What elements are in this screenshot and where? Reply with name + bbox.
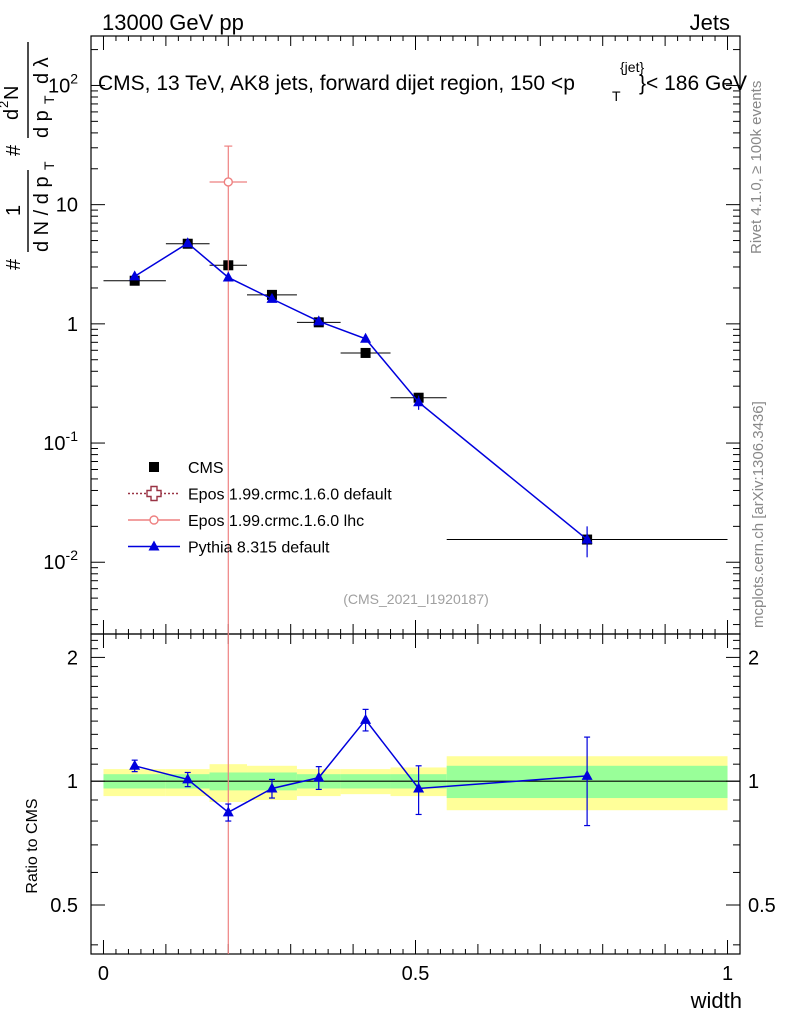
ylabel-den-1: d N / d p [31, 176, 53, 252]
y-tick-label: 10 [56, 195, 78, 217]
ylabel-den-2-sub: T [41, 95, 57, 104]
x-tick-label: 0.5 [402, 963, 430, 985]
ylabel-hash-2: # [3, 144, 25, 156]
y-axis-label-upper: # 1 d N / d p T # d 2 N d p T d λ [0, 42, 57, 270]
pythia-ratio-point [313, 771, 325, 782]
legend-entry-4: Pythia 8.315 default [128, 540, 330, 557]
legend-label: CMS [188, 460, 224, 477]
cms-data-point [129, 275, 140, 286]
rivet-label: Rivet 4.1.0, ≥ 100k events [748, 81, 765, 254]
ratio-y-tick-label-right: 2 [748, 647, 759, 669]
pythia-data-point [182, 237, 194, 248]
ylabel-num-1: 1 [3, 205, 25, 216]
pythia-ratio-line [134, 718, 588, 814]
legend-marker-square [149, 462, 159, 472]
y-tick-label: 102 [48, 70, 78, 97]
legend-marker-cross [146, 485, 162, 502]
y-tick-label: 10-2 [43, 547, 78, 574]
ratio-y-tick-label-right: 1 [748, 771, 759, 793]
pythia-data-point [413, 396, 425, 407]
ratio-y-tick-label: 2 [67, 647, 78, 669]
legend-label: Pythia 8.315 default [188, 540, 330, 557]
axis-tick-labels: 0 0.5 1 10-2 10-1 1 10 102 0.5 0.5 1 1 2 2 [43, 70, 776, 985]
legend-marker-triangle [148, 540, 160, 551]
pythia-data-point [129, 270, 141, 281]
pythia-ratio-point [360, 713, 372, 724]
title-tail: }< 186 GeV [639, 72, 747, 95]
ratio-y-tick-label: 0.5 [50, 895, 78, 917]
pythia-ratio-point [413, 782, 425, 793]
header-energy: 13000 GeV pp [102, 10, 244, 35]
title-sup: {jet} [620, 59, 644, 75]
legend-marker-circle [149, 515, 159, 525]
pythia-data-point [266, 292, 278, 303]
pythia-ratio-point [129, 759, 141, 770]
legend-entry-2: Epos 1.99.crmc.1.6.0 default [128, 485, 392, 504]
y-axis-label-lower: Ratio to CMS [24, 798, 41, 893]
pythia-ratio-point [182, 773, 194, 784]
pythia-ratio-point [222, 806, 234, 817]
header-process: Jets [690, 10, 730, 35]
ratio-y-tick-label: 1 [67, 771, 78, 793]
ylabel-num-2-sup: 2 [0, 101, 11, 108]
data-series [103, 145, 728, 954]
legend-entry-1: CMS [149, 460, 224, 477]
plot-title: CMS, 13 TeV, AK8 jets, forward dijet reg… [98, 59, 747, 104]
analysis-watermark: (CMS_2021_I1920187) [343, 591, 489, 607]
ylabel-den-2-c: d λ [31, 57, 53, 84]
ylabel-num-2-b: N [1, 86, 23, 100]
pythia-data-point [313, 315, 325, 326]
title-sub: T [612, 88, 621, 104]
x-axis-label: width [690, 988, 742, 1013]
pythia-data-point [222, 271, 234, 282]
legend-label: Epos 1.99.crmc.1.6.0 lhc [188, 513, 364, 530]
pythia-ratio-point [266, 782, 278, 793]
pythia-ratio-point [581, 769, 593, 780]
title-main: CMS, 13 TeV, AK8 jets, forward dijet reg… [98, 72, 575, 95]
legend: CMS Epos 1.99.crmc.1.6.0 default Epos 1.99… [128, 460, 392, 557]
ylabel-num-2: d [1, 109, 23, 120]
axis-ticks [91, 36, 740, 954]
x-tick-label: 1 [722, 963, 733, 985]
ylabel-hash-1: # [3, 258, 25, 270]
y-tick-label: 10-1 [43, 428, 78, 455]
cms-data-point [360, 347, 371, 358]
ylabel-den-1-sub: T [41, 161, 57, 170]
mcplots-label: mcplots.cern.ch [arXiv:1306.3436] [750, 401, 767, 628]
y-tick-label: 1 [67, 314, 78, 336]
pythia-line [134, 242, 588, 541]
legend-label: Epos 1.99.crmc.1.6.0 default [188, 487, 392, 504]
legend-entry-3: Epos 1.99.crmc.1.6.0 lhc [128, 513, 364, 530]
epos-lhc-point [223, 177, 233, 187]
pythia-data-point [581, 533, 593, 544]
ratio-y-tick-label-right: 0.5 [748, 895, 776, 917]
x-tick-label: 0 [98, 963, 109, 985]
pythia-data-point [360, 332, 372, 343]
ylabel-den-2: d p [31, 110, 53, 138]
